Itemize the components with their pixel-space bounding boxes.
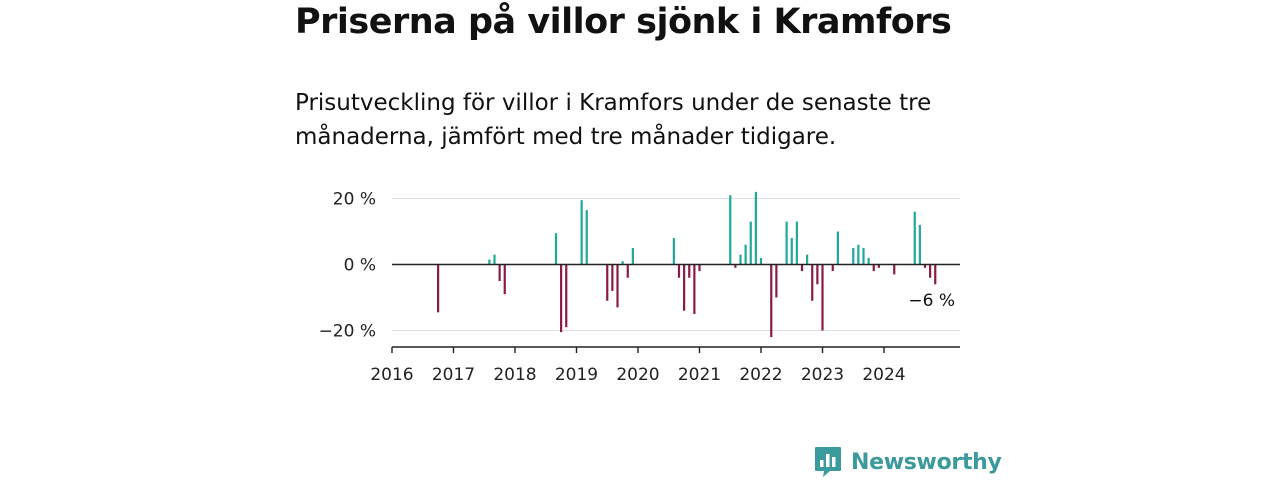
bar-positive [867, 257, 870, 265]
bar-negative [437, 264, 440, 313]
bar-positive [493, 254, 496, 265]
bar-negative [893, 264, 896, 275]
x-tick-label: 2018 [493, 365, 536, 385]
bar-positive [585, 210, 588, 265]
bar-positive [852, 248, 855, 265]
x-tick-label: 2024 [862, 365, 905, 385]
bar-positive [621, 261, 624, 265]
y-tick-label: −20 % [319, 322, 376, 342]
brand-logo[interactable]: Newsworthy [814, 446, 1002, 478]
x-tick-label: 2016 [370, 365, 413, 385]
bar-positive [795, 221, 798, 265]
axes [391, 263, 960, 353]
bar-negative [626, 264, 629, 278]
x-tick-label: 2022 [739, 365, 782, 385]
bar-positive [790, 238, 793, 265]
x-tick-label: 2020 [616, 365, 659, 385]
bar-negative [503, 264, 506, 295]
bar-positive [488, 259, 491, 265]
bar-positive [857, 244, 860, 265]
bar-positive [913, 211, 916, 265]
bar-negative [677, 264, 681, 278]
bar-negative [816, 264, 819, 285]
bar-negative [872, 264, 875, 272]
bar-positive [580, 200, 583, 265]
bar-negative [775, 264, 778, 298]
bar-negative [929, 264, 932, 278]
bar-negative [693, 264, 696, 314]
bar-positive [729, 195, 732, 265]
bar-positive [918, 224, 921, 265]
x-tick-label: 2021 [678, 365, 721, 385]
bar-positive [759, 257, 763, 265]
x-tick-label: 2023 [801, 365, 844, 385]
bar-negative [770, 264, 773, 338]
bar-positive [744, 244, 747, 265]
y-tick-label: 0 % [344, 256, 376, 276]
bar-positive [739, 254, 742, 265]
bar-positive [631, 248, 634, 265]
bar-negative [734, 264, 737, 268]
bar-chart: 20 % 0 % −20 % 2016 2017 2018 2019 2020 2021 2022… [319, 190, 960, 386]
bar-negative [831, 264, 834, 272]
bar-negative [800, 264, 804, 272]
bar-negative [811, 264, 814, 301]
bar-negative [616, 264, 619, 308]
bar-negative [606, 264, 609, 301]
bar-negative [688, 264, 691, 278]
bar-positive [749, 221, 752, 265]
bar-negative [698, 264, 701, 272]
bar-negative [923, 264, 927, 268]
bar-negative [498, 264, 501, 281]
latest-value-annotation: −6 % [908, 291, 955, 311]
tick-labels: 20 % 0 % −20 % 2016 2017 2018 2019 2020 2021 2022… [319, 190, 955, 386]
chart-title: Priserna på villor sjönk i Kramfors [295, 2, 952, 42]
bar-negative [683, 264, 686, 311]
bar-positive [836, 231, 839, 265]
bar-negative [934, 264, 937, 285]
bars [437, 191, 937, 338]
newsworthy-logo-icon [815, 447, 841, 477]
bar-positive [862, 248, 865, 265]
bar-positive [806, 254, 809, 265]
bar-negative [821, 264, 824, 331]
bar-negative [877, 264, 880, 268]
bar-negative [560, 264, 563, 333]
chart-subtitle: Prisutveckling för villor i Kramfors und… [295, 90, 932, 150]
bar-negative [565, 264, 568, 328]
gridlines [392, 198, 960, 331]
bar-positive [672, 238, 675, 265]
bar-positive [554, 233, 558, 265]
brand-name: Newsworthy [851, 449, 1002, 475]
x-tick-label: 2017 [432, 365, 475, 385]
y-tick-label: 20 % [333, 190, 376, 210]
x-tick-label: 2019 [555, 365, 598, 385]
bar-positive [754, 191, 757, 265]
bar-positive [785, 221, 788, 265]
bar-negative [611, 264, 614, 291]
